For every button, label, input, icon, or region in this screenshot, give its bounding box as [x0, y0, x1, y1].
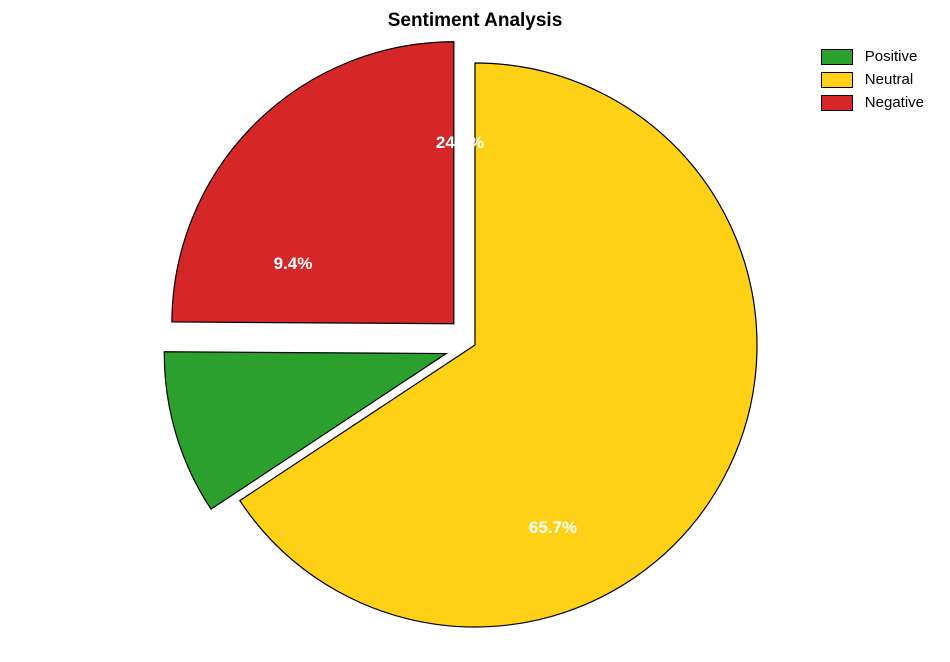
- legend-swatch-negative: [821, 95, 853, 111]
- legend-swatch-positive: [821, 49, 853, 65]
- pie-chart-svg: [0, 0, 950, 662]
- pie-slice-negative: [172, 42, 454, 324]
- legend-label-negative: Negative: [865, 94, 924, 111]
- legend-label-positive: Positive: [865, 48, 918, 65]
- slice-label-negative: 24.9%: [436, 133, 484, 153]
- legend-label-neutral: Neutral: [865, 71, 913, 88]
- slice-label-neutral: 65.7%: [529, 518, 577, 538]
- legend-swatch-neutral: [821, 72, 853, 88]
- slice-label-positive: 9.4%: [274, 254, 313, 274]
- legend-item-negative: Negative: [821, 94, 924, 111]
- legend-item-positive: Positive: [821, 48, 924, 65]
- chart-legend: Positive Neutral Negative: [821, 48, 924, 117]
- legend-item-neutral: Neutral: [821, 71, 924, 88]
